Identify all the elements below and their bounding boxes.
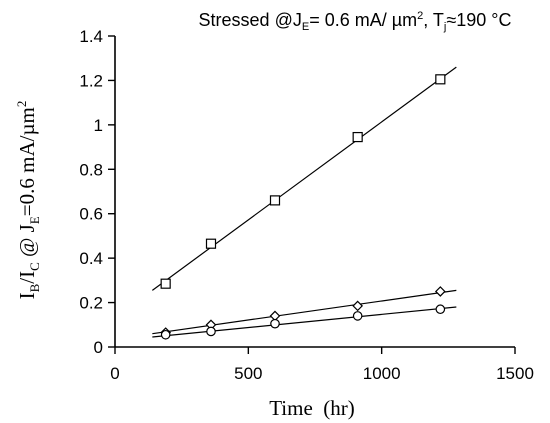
x-tick-label: 1000 bbox=[363, 364, 401, 383]
title-part-2: = 0.6 mA/ bbox=[309, 10, 392, 30]
title-part-1: Stressed @J bbox=[199, 10, 302, 30]
y-tick-label: 1.4 bbox=[79, 27, 103, 46]
y-tick-label: 0.6 bbox=[79, 205, 103, 224]
y-tick-label: 1.2 bbox=[79, 71, 103, 90]
y-ticks: 0 0.2 0.4 0.6 0.8 1 1.2 1.4 bbox=[79, 27, 115, 357]
circle-point bbox=[271, 319, 279, 327]
data-markers bbox=[161, 75, 445, 339]
diamond-point bbox=[436, 287, 445, 296]
ylabel-part-2: /I bbox=[15, 271, 39, 284]
ylabel-part-1: I bbox=[15, 292, 39, 299]
ylabel-sub-e: E bbox=[27, 216, 42, 224]
circle-point bbox=[436, 305, 444, 313]
title-part-5: ≈190 °C bbox=[446, 10, 511, 30]
square-point bbox=[161, 279, 170, 288]
x-tick-label: 500 bbox=[234, 364, 262, 383]
circle-point bbox=[353, 312, 361, 320]
circle-point bbox=[207, 327, 215, 335]
x-tick-label: 1500 bbox=[496, 364, 534, 383]
circle-point bbox=[161, 331, 169, 339]
y-tick-label: 0.2 bbox=[79, 294, 103, 313]
fit-line-square bbox=[152, 67, 456, 290]
fit-lines bbox=[152, 67, 456, 337]
title-sub-e: E bbox=[302, 21, 309, 33]
title-part-3: µm bbox=[392, 10, 417, 30]
square-point bbox=[271, 196, 280, 205]
ylabel-sup-2: 2 bbox=[14, 101, 29, 108]
x-tick-label: 0 bbox=[110, 364, 119, 383]
ylabel-sub-b: B bbox=[27, 283, 42, 292]
x-axis-label: Time (hr) bbox=[269, 396, 355, 420]
ylabel-part-3: @ J bbox=[15, 224, 39, 262]
y-tick-label: 0.4 bbox=[79, 249, 103, 268]
ylabel-part-4: =0.6 mA/µm bbox=[15, 107, 39, 216]
chart-title: Stressed @JE= 0.6 mA/ µm2, Tj≈190 °C bbox=[199, 10, 512, 33]
y-tick-label: 0.8 bbox=[79, 160, 103, 179]
title-part-4: , T bbox=[423, 10, 444, 30]
diamond-point bbox=[353, 301, 362, 310]
y-tick-label: 1 bbox=[94, 116, 103, 135]
square-point bbox=[353, 133, 362, 142]
y-axis-label: IB/IC @ JE=0.6 mA/µm2 bbox=[14, 101, 42, 300]
x-ticks: 0 500 1000 1500 bbox=[110, 347, 534, 383]
square-point bbox=[436, 75, 445, 84]
ylabel-sub-c: C bbox=[27, 262, 42, 271]
y-tick-label: 0 bbox=[94, 338, 103, 357]
square-point bbox=[207, 239, 216, 248]
